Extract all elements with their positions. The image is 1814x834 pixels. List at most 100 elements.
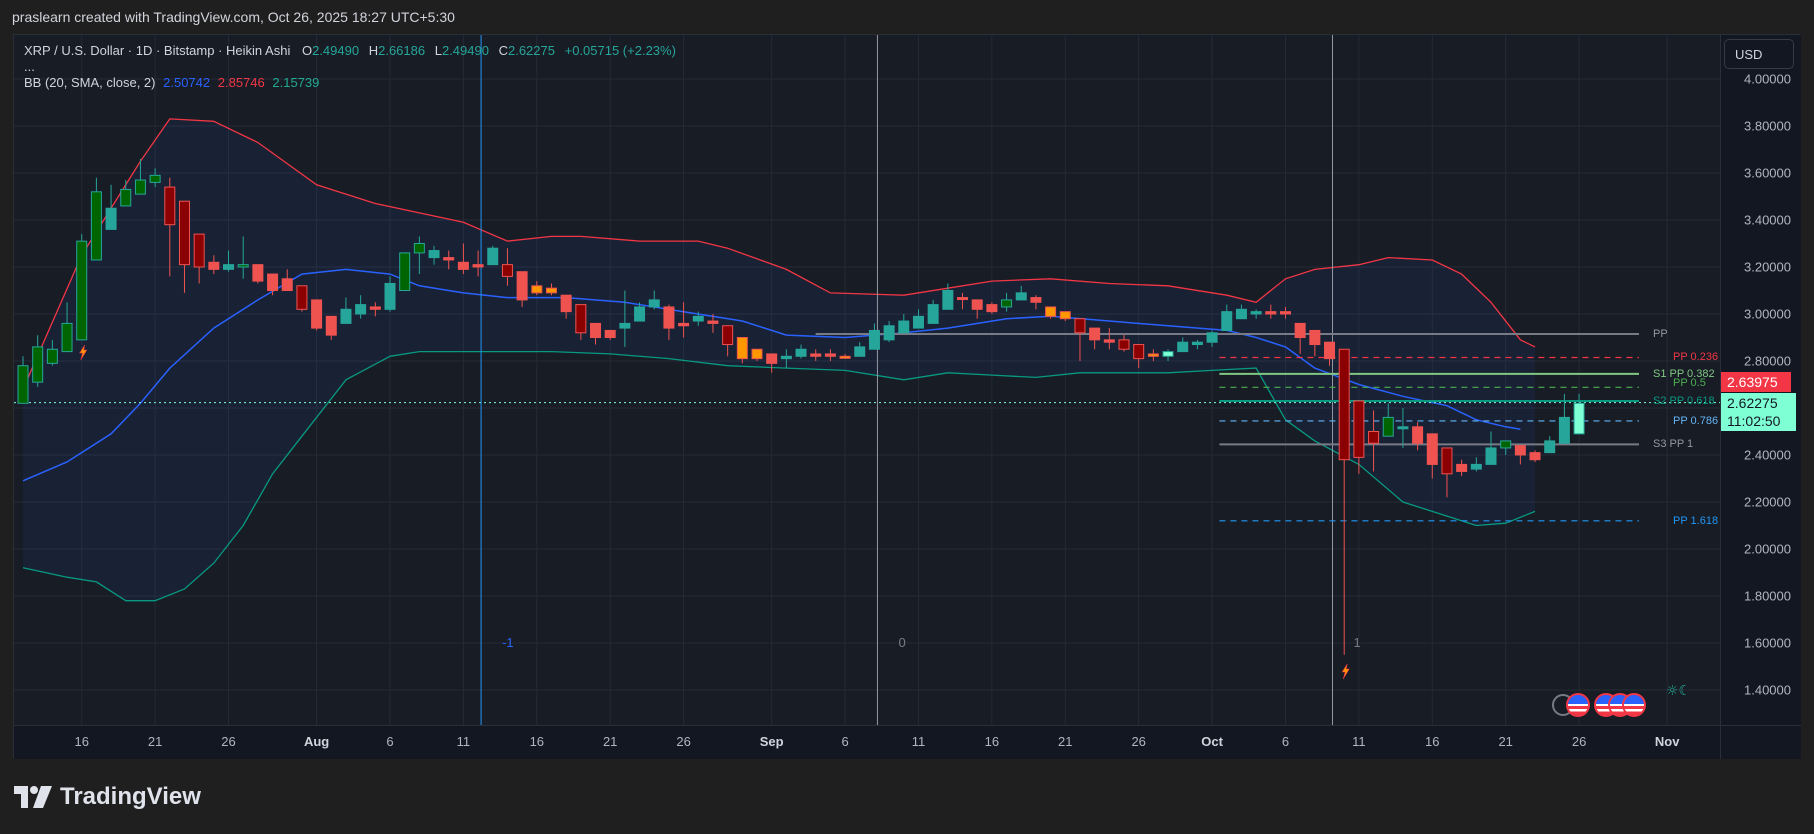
candle[interactable] <box>267 273 279 296</box>
candle[interactable] <box>1309 329 1321 357</box>
candle[interactable] <box>237 236 249 279</box>
candle[interactable] <box>1558 393 1570 444</box>
candle[interactable] <box>1221 304 1233 331</box>
candle[interactable] <box>692 311 704 326</box>
us-flag-event-icon[interactable] <box>1622 693 1646 717</box>
candle[interactable] <box>986 302 998 314</box>
candle[interactable] <box>1500 440 1512 455</box>
candle[interactable] <box>1412 422 1424 451</box>
candle[interactable] <box>105 184 117 230</box>
candle[interactable] <box>399 252 411 291</box>
candle[interactable] <box>1118 335 1130 352</box>
candle[interactable] <box>134 158 146 195</box>
candle[interactable] <box>898 314 910 334</box>
candle[interactable] <box>384 276 396 312</box>
legend-bb-row[interactable]: BB (20, SMA, close, 2) 2.50742 2.85746 2… <box>24 73 676 93</box>
candle[interactable] <box>208 255 220 275</box>
candle[interactable] <box>1045 306 1057 319</box>
candle[interactable] <box>61 302 73 353</box>
currency-button[interactable]: USD <box>1724 39 1794 69</box>
candle[interactable] <box>1324 341 1336 366</box>
candle[interactable] <box>281 269 293 291</box>
candle[interactable] <box>663 304 675 340</box>
candle[interactable] <box>1133 344 1145 369</box>
candle[interactable] <box>942 283 954 310</box>
candle[interactable] <box>971 299 983 319</box>
candle[interactable] <box>824 349 836 361</box>
candle[interactable] <box>619 290 631 347</box>
candle[interactable] <box>1074 318 1086 361</box>
candle[interactable] <box>178 200 190 293</box>
candle[interactable] <box>531 281 543 296</box>
plot-area[interactable]: XRP / U.S. Dollar · 1D · Bitstamp · Heik… <box>14 35 1720 725</box>
candle[interactable] <box>795 344 807 359</box>
time-axis[interactable]: 16 21 26 Aug 6 11 16 21 26 Sep 6 11 16 21 26 Oct 6 11 16 21… <box>14 725 1720 759</box>
candle[interactable] <box>369 302 381 317</box>
candle[interactable] <box>707 314 719 333</box>
candle[interactable] <box>1353 400 1365 474</box>
candle[interactable] <box>1162 349 1174 361</box>
candle[interactable] <box>604 329 616 340</box>
candle[interactable] <box>296 285 308 312</box>
candle[interactable] <box>76 234 88 341</box>
candle[interactable] <box>1250 309 1262 319</box>
candle[interactable] <box>868 323 880 350</box>
candle[interactable] <box>1279 306 1291 319</box>
candle[interactable] <box>428 245 440 265</box>
candle[interactable] <box>1529 450 1541 463</box>
candle[interactable] <box>1147 349 1159 361</box>
candle[interactable] <box>17 356 29 404</box>
candle[interactable] <box>1338 348 1350 655</box>
candle[interactable] <box>1544 436 1556 454</box>
candle[interactable] <box>1441 447 1453 498</box>
legend-symbol[interactable]: XRP / U.S. Dollar · 1D · Bitstamp · Heik… <box>24 43 291 58</box>
candle[interactable] <box>545 283 557 296</box>
candle[interactable] <box>1485 431 1497 465</box>
candle[interactable] <box>1294 322 1306 354</box>
candle[interactable] <box>678 302 690 338</box>
candle[interactable] <box>1001 292 1013 312</box>
candlestick-chart[interactable] <box>14 35 1720 725</box>
candle[interactable] <box>883 321 895 343</box>
candle[interactable] <box>722 325 734 357</box>
legend-more-button[interactable]: ... <box>24 59 35 74</box>
candle[interactable] <box>472 250 484 277</box>
candle[interactable] <box>487 245 499 266</box>
candle[interactable] <box>90 177 102 261</box>
candle[interactable] <box>46 339 58 366</box>
candle[interactable] <box>1573 393 1585 435</box>
candle[interactable] <box>1191 339 1203 350</box>
candle[interactable] <box>575 304 587 340</box>
candle[interactable] <box>1089 327 1101 350</box>
candle[interactable] <box>223 250 235 272</box>
candle[interactable] <box>164 177 176 277</box>
candle[interactable] <box>1206 330 1218 347</box>
candle[interactable] <box>1177 337 1189 353</box>
candle[interactable] <box>1470 457 1482 472</box>
candle[interactable] <box>1368 410 1380 472</box>
candle[interactable] <box>1235 304 1247 320</box>
candle[interactable] <box>839 353 851 359</box>
candle[interactable] <box>340 297 352 324</box>
candle[interactable] <box>766 353 778 373</box>
candle[interactable] <box>413 236 425 275</box>
candle[interactable] <box>927 299 939 324</box>
candle[interactable] <box>1426 433 1438 479</box>
candle[interactable] <box>355 295 367 319</box>
tradingview-logo[interactable]: TradingView <box>14 783 201 811</box>
candle[interactable] <box>149 168 161 188</box>
candle[interactable] <box>780 349 792 369</box>
candle[interactable] <box>912 309 924 329</box>
candle[interactable] <box>311 299 323 331</box>
candle[interactable] <box>590 322 602 345</box>
candle[interactable] <box>32 335 44 387</box>
candle[interactable] <box>751 348 763 361</box>
session-sun-moon-icon[interactable]: ☼☾ <box>1666 683 1692 699</box>
candle[interactable] <box>1397 408 1409 448</box>
candle[interactable] <box>443 250 455 270</box>
candle[interactable] <box>193 233 205 284</box>
candle[interactable] <box>516 271 528 307</box>
candle[interactable] <box>325 315 337 340</box>
candle[interactable] <box>457 243 469 275</box>
candle[interactable] <box>1030 295 1042 310</box>
